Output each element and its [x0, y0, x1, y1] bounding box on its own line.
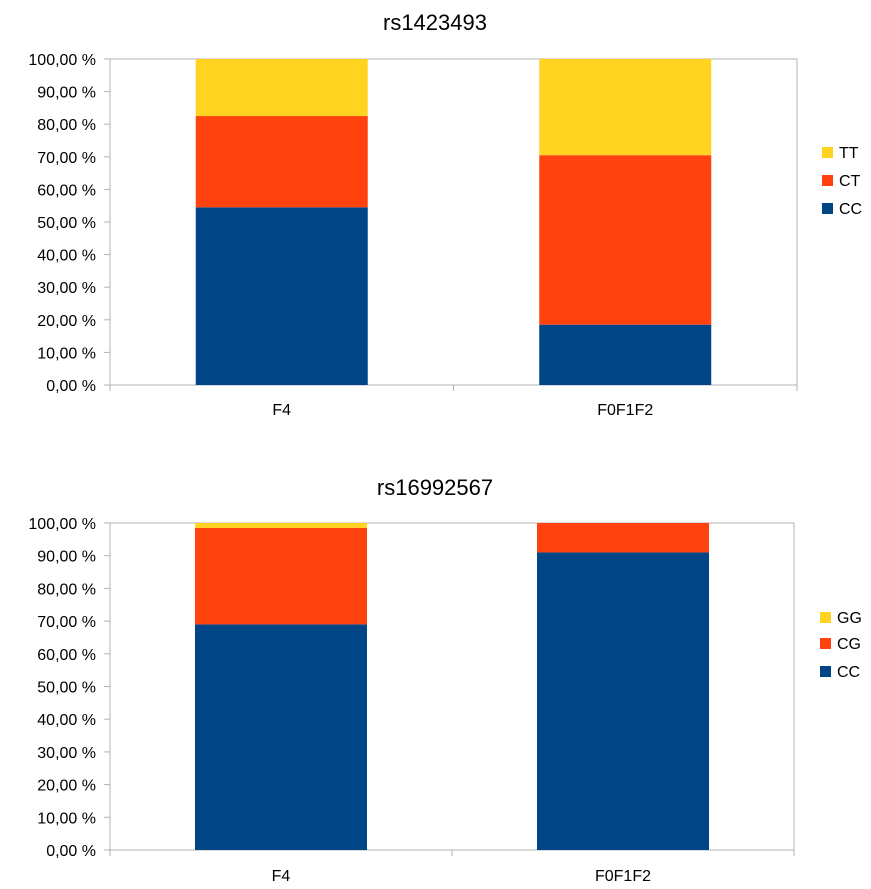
- bar-f0f1f2-ct: [539, 155, 712, 325]
- y-tick-label: 50,00 %: [37, 680, 96, 697]
- chart-svg: rs16992567 0,00 % 10,00 % 20,00 % 30,00 % 40,…: [28, 475, 862, 885]
- bar-f0f1f2-cc: [537, 552, 709, 850]
- y-tick-label: 60,00 %: [37, 647, 96, 664]
- chart-svg: rs1423493 0,00 % 10,00 % 20,00 % 30,00 % 40,0…: [28, 10, 862, 419]
- legend-swatch-cc: [820, 666, 831, 677]
- legend-label-tt: TT: [839, 145, 859, 162]
- legend-label-cc: CC: [837, 664, 860, 681]
- y-tick-label: 30,00 %: [37, 280, 96, 297]
- bar-f0f1f2-tt: [539, 59, 712, 156]
- legend-label-ct: CT: [839, 173, 861, 190]
- y-tick-label: 20,00 %: [37, 313, 96, 330]
- y-tick-label: 20,00 %: [37, 778, 96, 795]
- x-category-label: F4: [272, 868, 291, 885]
- chart-rs1423493: rs1423493 0,00 % 10,00 % 20,00 % 30,00 % 40,0…: [28, 10, 862, 419]
- y-tick-label: 80,00 %: [37, 117, 96, 134]
- legend-label-cc: CC: [839, 201, 862, 218]
- y-tick-label: 90,00 %: [37, 549, 96, 566]
- x-category-label: F0F1F2: [597, 402, 653, 419]
- bar-f0f1f2-cc: [539, 324, 712, 385]
- y-tick-label: 80,00 %: [37, 581, 96, 598]
- bar-f4-ct: [195, 116, 368, 208]
- bar-f4-cc: [195, 624, 367, 850]
- y-tick-label: 30,00 %: [37, 745, 96, 762]
- y-tick-label: 0,00 %: [46, 843, 96, 860]
- y-tick-label: 50,00 %: [37, 215, 96, 232]
- bar-f0f1f2-cg: [537, 523, 709, 553]
- legend-label-gg: GG: [837, 610, 862, 627]
- y-tick-label: 40,00 %: [37, 248, 96, 265]
- legend-label-cg: CG: [837, 636, 861, 653]
- y-tick-label: 40,00 %: [37, 712, 96, 729]
- legend-swatch-cg: [820, 638, 831, 649]
- y-tick-label: 60,00 %: [37, 182, 96, 199]
- y-tick-label: 70,00 %: [37, 150, 96, 167]
- legend-swatch-tt: [822, 147, 833, 158]
- y-tick-label: 90,00 %: [37, 85, 96, 102]
- y-tick-label: 100,00 %: [28, 52, 96, 69]
- legend-swatch-gg: [820, 612, 831, 623]
- y-tick-label: 100,00 %: [28, 516, 96, 533]
- y-tick-label: 10,00 %: [37, 810, 96, 827]
- bar-f4-tt: [195, 59, 368, 117]
- bar-f4-cg: [195, 527, 367, 625]
- x-category-label: F0F1F2: [595, 868, 651, 885]
- y-tick-label: 10,00 %: [37, 345, 96, 362]
- legend-swatch-ct: [822, 175, 833, 186]
- y-tick-label: 0,00 %: [46, 378, 96, 395]
- y-tick-label: 70,00 %: [37, 614, 96, 631]
- legend-swatch-cc: [822, 203, 833, 214]
- bar-f4-cc: [195, 207, 368, 385]
- x-category-label: F4: [272, 402, 291, 419]
- bar-f4-gg: [195, 523, 367, 528]
- chart-title: rs1423493: [383, 10, 487, 35]
- chart-rs16992567: rs16992567 0,00 % 10,00 % 20,00 % 30,00 % 40,…: [0, 445, 871, 889]
- chart-title: rs16992567: [377, 475, 493, 500]
